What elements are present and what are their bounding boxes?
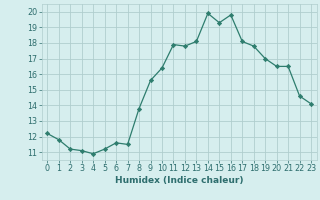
X-axis label: Humidex (Indice chaleur): Humidex (Indice chaleur)	[115, 176, 244, 185]
